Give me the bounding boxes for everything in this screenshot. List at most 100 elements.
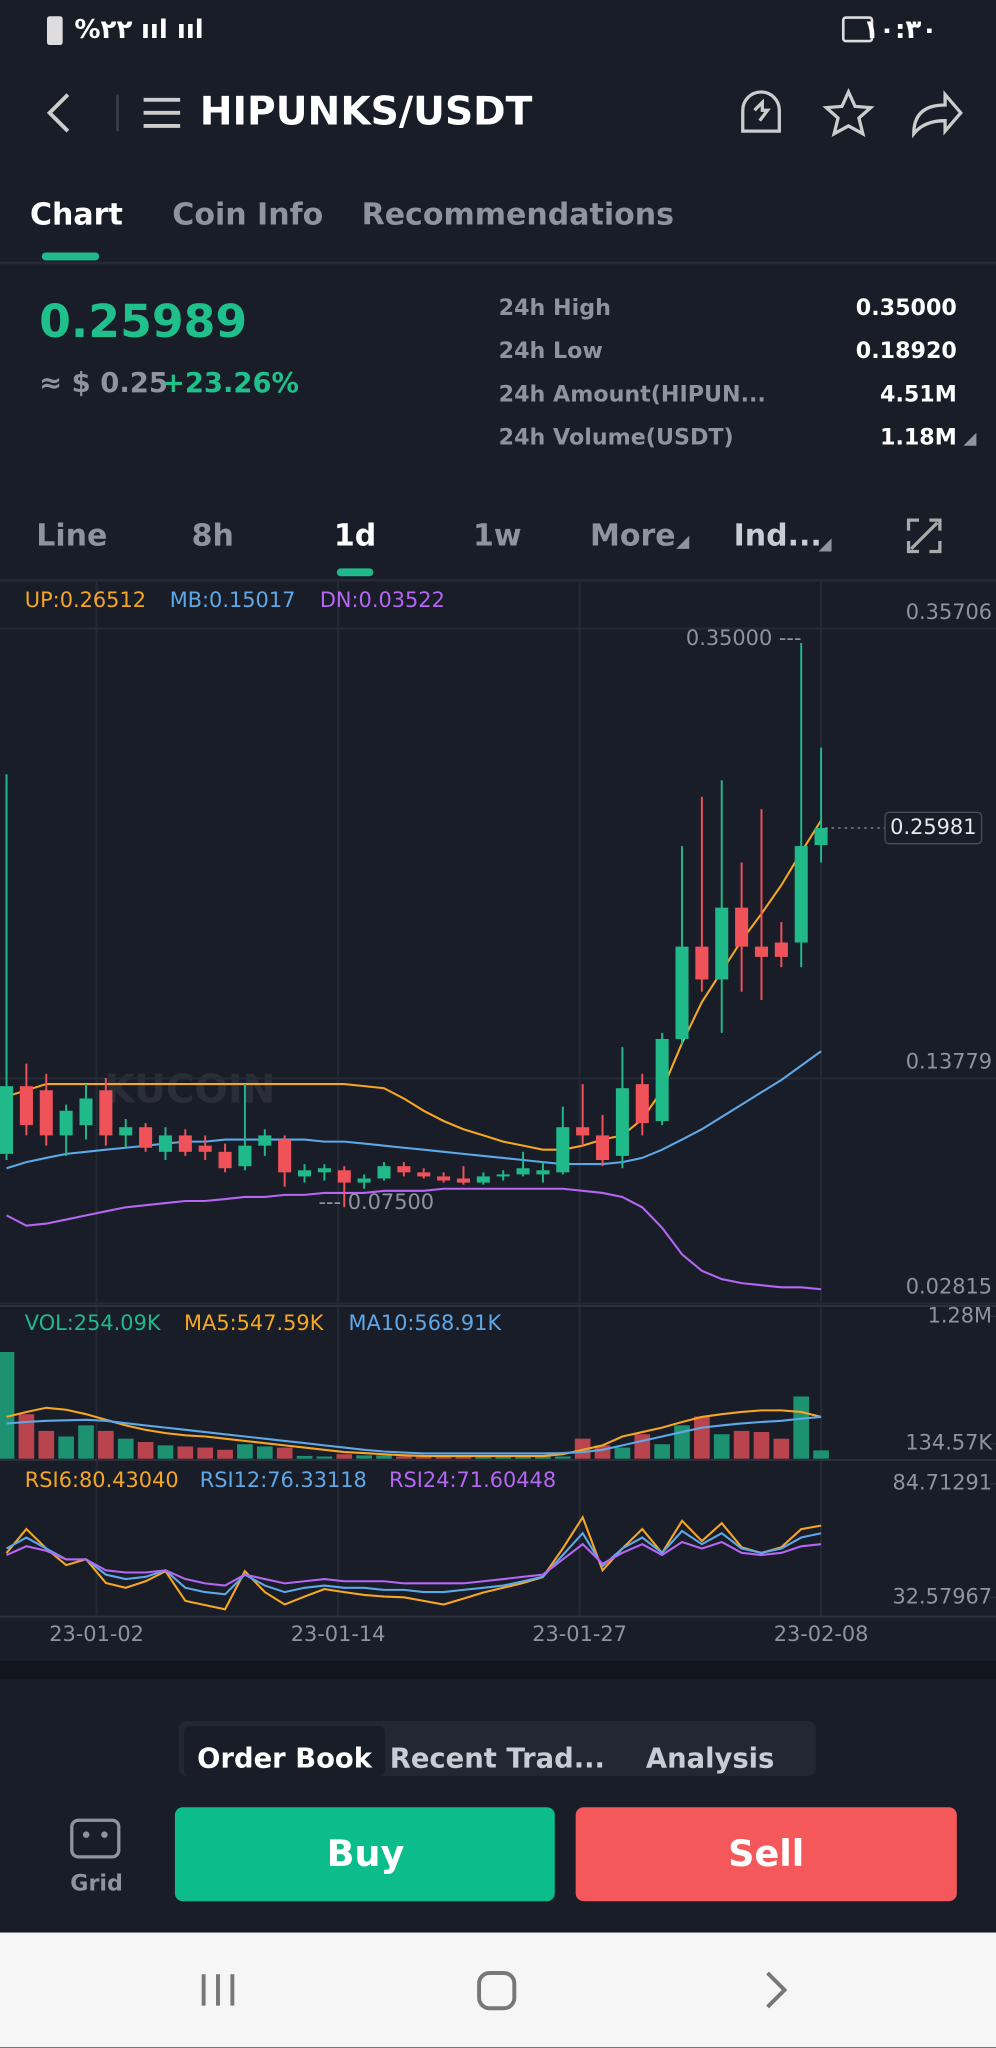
fullscreen-button[interactable] [906,518,942,554]
volume-ma-line [6,1406,822,1458]
low-annotation: --- 0.07500 [319,1190,435,1214]
volume-bar [296,1455,313,1459]
candle-body [99,1090,113,1136]
candle-body [675,946,689,1039]
candle-body [596,1135,610,1161]
timeframe[interactable]: 1d [334,519,376,554]
y-tick-label: 32.57967 [892,1584,992,1608]
indicator-line [6,1187,822,1291]
volume-bar [177,1446,194,1459]
home-button[interactable] [477,1971,517,2011]
volume-bar [237,1444,253,1459]
x-tick-label: 23-01-02 [49,1622,144,1646]
candle-body [19,1086,33,1126]
volume-bar [475,1457,492,1459]
timeframe[interactable]: 8h [192,519,234,554]
y-tick-label: 84.71291 [892,1471,992,1495]
volume-bar [38,1430,55,1459]
x-tick-label: 23-01-14 [291,1622,386,1646]
volume-label: VOL:254.09K [25,1311,162,1335]
alert-button[interactable] [741,90,781,133]
candle-body [278,1139,292,1173]
back-nav-button[interactable] [766,1971,788,2009]
buy-label[interactable]: Buy [327,1832,405,1875]
back-button[interactable] [46,93,70,133]
timeframes: Line 8h 1d 1w More Ind... [0,518,996,582]
segment[interactable]: Order Book [197,1744,373,1775]
candle-body [635,1084,649,1124]
rsi-line [5,1514,822,1611]
volume-bar [753,1432,770,1459]
nav-background [0,1932,996,2048]
tab[interactable]: Coin Info [172,197,323,232]
volume-bar [574,1438,591,1459]
sell-label[interactable]: Sell [728,1832,804,1875]
pair-title: HIPUNKS/USDT [200,90,533,135]
volume-bar [793,1396,810,1459]
dropdown-icon [818,538,832,552]
grid-icon-eye [101,1831,108,1838]
favorite-button[interactable] [822,88,875,137]
candle-body [536,1170,550,1175]
share-button[interactable] [912,90,963,139]
candle-body [79,1098,93,1126]
y-tick-label: 1.28M [928,1303,993,1327]
volume-bar [495,1457,512,1459]
candle-body [0,1086,14,1154]
volume-bar [316,1456,333,1459]
recents-button[interactable] [201,1974,235,2006]
status-bar: %۲۲ ııl ııl ۱۰:۳۰ [46,15,937,45]
candle-body [357,1178,371,1183]
candle-body [258,1135,272,1146]
tab[interactable]: Recommendations [362,197,674,232]
candle-body [576,1127,590,1136]
candle-body [119,1127,133,1136]
dropdown-icon[interactable] [963,432,977,446]
last-price: 0.25989 [39,295,247,348]
volume-bar [117,1438,134,1459]
timeframe[interactable]: Ind... [734,519,822,554]
segment[interactable]: Recent Trad... [390,1744,605,1775]
rsi-line [6,1540,822,1587]
volume-bar [356,1455,372,1459]
grid-icon[interactable] [70,1818,121,1859]
volume-bar [535,1456,551,1459]
buy-button[interactable] [174,1807,555,1902]
timeframe[interactable]: 1w [473,519,522,554]
menu-button[interactable] [143,97,181,128]
candle-body [238,1145,252,1167]
chart: KUCOIN 0.35706 0.13779 0.02815 UP:0.26512 MB:… [0,580,996,1646]
battery-level: %۲۲ [74,15,132,45]
volume-bar [98,1430,114,1459]
volume-bar [78,1425,94,1459]
candle-body [794,846,808,943]
timeframe[interactable]: More [590,519,676,554]
grid-label[interactable]: Grid [70,1871,123,1897]
candle-body [178,1135,192,1152]
high-annotation: 0.35000 --- [686,626,802,650]
sell-button[interactable] [575,1807,957,1902]
y-tick-label: 0.13779 [906,1050,992,1074]
nav-bar [0,1932,996,2048]
candle-body [735,907,749,947]
volume-bar [554,1456,571,1459]
tab[interactable]: Chart [30,197,123,232]
usd-price: ≈ $ 0.25 [39,368,168,399]
rsi-label: RSI6:80.43040 [25,1468,179,1492]
volume-bar [58,1436,74,1459]
volume-bar [18,1414,35,1459]
segment[interactable]: Analysis [646,1744,775,1775]
volume-bar [276,1447,293,1459]
candle-body [814,828,828,846]
timeframe[interactable]: Line [36,519,107,554]
volume-bar [435,1456,452,1459]
y-tick-label: 134.57K [905,1431,993,1455]
tab-indicator [41,252,100,261]
stat-value: 0.35000 [856,295,957,321]
divider [0,1661,996,1680]
candle-body [556,1127,570,1173]
candle-body [516,1168,530,1175]
volume-bar [634,1434,651,1459]
volume-bar [773,1438,790,1459]
